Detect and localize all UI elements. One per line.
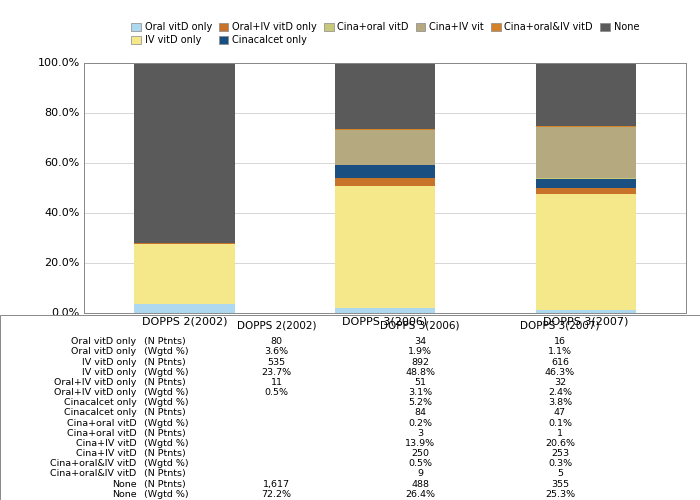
Text: Oral+IV vitD only: Oral+IV vitD only <box>54 388 136 397</box>
Text: Cina+oral vitD: Cina+oral vitD <box>67 418 136 428</box>
Text: 48.8%: 48.8% <box>405 368 435 376</box>
Text: Oral vitD only: Oral vitD only <box>71 348 136 356</box>
Text: 355: 355 <box>551 480 569 488</box>
Text: (N Ptnts): (N Ptnts) <box>144 378 186 387</box>
Text: 20.6%: 20.6% <box>545 439 575 448</box>
Text: 0.3%: 0.3% <box>548 460 572 468</box>
Bar <box>134 244 234 304</box>
Text: 32: 32 <box>554 378 566 387</box>
Text: 3.8%: 3.8% <box>548 398 572 407</box>
Bar <box>134 304 234 312</box>
Text: 25.3%: 25.3% <box>545 490 575 499</box>
Bar <box>335 178 435 186</box>
Text: (Wgtd %): (Wgtd %) <box>144 348 188 356</box>
Text: Oral vitD only: Oral vitD only <box>71 337 136 346</box>
Text: 2.4%: 2.4% <box>548 388 572 397</box>
Bar <box>536 126 636 178</box>
Bar <box>335 62 435 128</box>
Text: Oral+IV vitD only: Oral+IV vitD only <box>54 378 136 387</box>
Text: 1,617: 1,617 <box>263 480 290 488</box>
Text: (Wgtd %): (Wgtd %) <box>144 439 188 448</box>
Text: 9: 9 <box>417 470 423 478</box>
Text: (Wgtd %): (Wgtd %) <box>144 418 188 428</box>
Text: (N Ptnts): (N Ptnts) <box>144 480 186 488</box>
Bar <box>134 62 234 243</box>
Text: Cina+oral vitD: Cina+oral vitD <box>67 429 136 438</box>
Text: 1.1%: 1.1% <box>548 348 572 356</box>
Text: 1.9%: 1.9% <box>408 348 432 356</box>
Text: Cina+oral&IV vitD: Cina+oral&IV vitD <box>50 460 136 468</box>
Text: 535: 535 <box>267 358 286 366</box>
Text: 250: 250 <box>411 449 429 458</box>
Text: 13.9%: 13.9% <box>405 439 435 448</box>
Bar <box>536 194 636 310</box>
Bar <box>536 62 636 126</box>
Text: None: None <box>112 480 136 488</box>
Text: 11: 11 <box>270 378 283 387</box>
Text: 34: 34 <box>414 337 426 346</box>
Text: 0.2%: 0.2% <box>408 418 432 428</box>
Bar <box>335 164 435 165</box>
Bar <box>335 308 435 312</box>
Text: 1: 1 <box>557 429 563 438</box>
Text: 16: 16 <box>554 337 566 346</box>
Text: (N Ptnts): (N Ptnts) <box>144 408 186 418</box>
Text: (N Ptnts): (N Ptnts) <box>144 337 186 346</box>
Text: 3.1%: 3.1% <box>408 388 432 397</box>
Text: 0.5%: 0.5% <box>265 388 288 397</box>
Bar <box>335 130 435 164</box>
Text: Cina+oral&IV vitD: Cina+oral&IV vitD <box>50 470 136 478</box>
Text: (Wgtd %): (Wgtd %) <box>144 398 188 407</box>
Text: 23.7%: 23.7% <box>261 368 292 376</box>
Bar <box>335 186 435 308</box>
Text: (N Ptnts): (N Ptnts) <box>144 470 186 478</box>
Text: (N Ptnts): (N Ptnts) <box>144 449 186 458</box>
Text: Cinacalcet only: Cinacalcet only <box>64 408 136 418</box>
Text: (N Ptnts): (N Ptnts) <box>144 358 186 366</box>
Text: 72.2%: 72.2% <box>262 490 291 499</box>
Text: 80: 80 <box>270 337 283 346</box>
Text: 46.3%: 46.3% <box>545 368 575 376</box>
Text: IV vitD only: IV vitD only <box>82 358 136 366</box>
Text: 3: 3 <box>417 429 423 438</box>
Text: (Wgtd %): (Wgtd %) <box>144 388 188 397</box>
Text: None: None <box>112 490 136 499</box>
Text: 51: 51 <box>414 378 426 387</box>
Text: 84: 84 <box>414 408 426 418</box>
Text: 488: 488 <box>411 480 429 488</box>
Text: (Wgtd %): (Wgtd %) <box>144 490 188 499</box>
Text: DOPPS 2(2002): DOPPS 2(2002) <box>237 320 316 330</box>
Text: IV vitD only: IV vitD only <box>82 368 136 376</box>
Bar <box>536 188 636 194</box>
Bar <box>335 165 435 178</box>
Text: 47: 47 <box>554 408 566 418</box>
Text: (Wgtd %): (Wgtd %) <box>144 368 188 376</box>
Text: (N Ptnts): (N Ptnts) <box>144 429 186 438</box>
Text: (Wgtd %): (Wgtd %) <box>144 460 188 468</box>
Text: 0.1%: 0.1% <box>548 418 572 428</box>
Text: 0.5%: 0.5% <box>408 460 432 468</box>
Text: 3.6%: 3.6% <box>265 348 288 356</box>
Bar <box>335 128 435 130</box>
Bar <box>536 310 636 312</box>
Text: 616: 616 <box>551 358 569 366</box>
Text: 5: 5 <box>557 470 563 478</box>
Bar <box>134 243 234 244</box>
Text: Cina+IV vitD: Cina+IV vitD <box>76 449 136 458</box>
Text: DOPPS 3(2006): DOPPS 3(2006) <box>380 320 460 330</box>
Text: 26.4%: 26.4% <box>405 490 435 499</box>
Bar <box>536 178 636 188</box>
Text: Cina+IV vitD: Cina+IV vitD <box>76 439 136 448</box>
Text: 253: 253 <box>551 449 569 458</box>
Legend: Oral vitD only, IV vitD only, Oral+IV vitD only, Cinacalcet only, Cina+oral vitD: Oral vitD only, IV vitD only, Oral+IV vi… <box>128 20 642 48</box>
Text: Cinacalcet only: Cinacalcet only <box>64 398 136 407</box>
Text: 5.2%: 5.2% <box>408 398 432 407</box>
Text: DOPPS 3(2007): DOPPS 3(2007) <box>520 320 600 330</box>
Text: 892: 892 <box>411 358 429 366</box>
